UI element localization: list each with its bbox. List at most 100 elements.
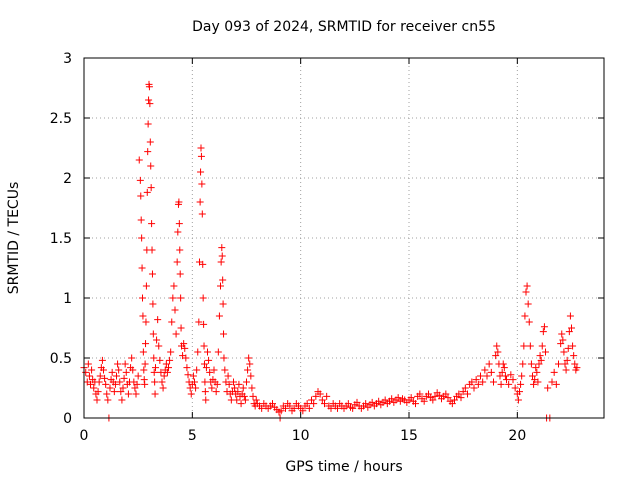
data-point [176, 270, 184, 278]
data-point [204, 348, 211, 356]
y-axis-label: SRMTID / TECUs [6, 182, 22, 295]
data-point [573, 364, 581, 372]
data-point [559, 336, 567, 344]
data-point [96, 372, 104, 380]
data-point [198, 210, 206, 218]
data-points [80, 80, 581, 422]
data-point [166, 356, 174, 364]
data-point [208, 384, 216, 392]
data-point [149, 330, 157, 338]
data-point [138, 234, 146, 242]
data-point [381, 396, 389, 404]
data-point [497, 380, 505, 388]
x-tick-label: 5 [188, 428, 197, 444]
data-point [555, 360, 562, 368]
data-point [170, 282, 178, 290]
data-point [156, 356, 164, 364]
data-point [202, 364, 210, 372]
data-point [142, 282, 150, 290]
data-point [570, 352, 578, 360]
chart-title: Day 093 of 2024, SRMTID for receiver cn5… [192, 19, 496, 35]
data-point [137, 192, 145, 200]
data-point [464, 390, 471, 398]
data-point [137, 216, 145, 224]
data-point [561, 360, 569, 368]
data-point [435, 391, 443, 399]
data-point [193, 366, 201, 374]
data-point [239, 384, 247, 392]
data-point [269, 400, 276, 408]
data-point [533, 368, 541, 376]
data-point [514, 396, 522, 404]
data-point [90, 384, 98, 392]
y-tick-label: 2.5 [50, 111, 72, 127]
data-point [148, 246, 156, 254]
data-point [429, 396, 437, 404]
data-point [509, 376, 517, 384]
data-point [457, 394, 465, 402]
data-point [234, 388, 242, 396]
data-point [472, 376, 480, 384]
data-point [182, 354, 190, 362]
data-point [167, 348, 175, 356]
data-point [249, 392, 257, 400]
data-point [499, 360, 507, 368]
data-point [243, 378, 250, 386]
data-point [110, 388, 118, 396]
data-point [139, 312, 147, 320]
data-point [258, 404, 266, 412]
data-point [282, 404, 289, 412]
data-point [290, 404, 298, 412]
data-point [197, 144, 205, 152]
data-point [141, 380, 149, 388]
data-point [412, 400, 419, 408]
data-point [117, 388, 125, 396]
data-point [548, 378, 556, 386]
data-point [368, 398, 376, 406]
data-point [220, 330, 228, 338]
data-point [176, 246, 184, 254]
data-point [111, 380, 119, 388]
data-point [526, 342, 534, 350]
data-point [237, 400, 245, 408]
data-point [530, 380, 538, 388]
data-point [181, 344, 189, 352]
data-point [353, 398, 361, 406]
data-point [219, 300, 227, 308]
data-point [248, 384, 256, 392]
data-point [150, 354, 158, 362]
data-point [550, 368, 558, 376]
data-point [162, 360, 170, 368]
data-point [102, 380, 110, 388]
y-tick-label: 1.5 [50, 231, 72, 247]
data-point [544, 384, 552, 392]
data-point [448, 400, 456, 408]
data-point [155, 342, 163, 350]
data-point [116, 378, 124, 386]
data-point [82, 368, 90, 376]
data-point [163, 368, 171, 376]
data-point [525, 318, 533, 326]
data-point [118, 396, 126, 404]
x-axis-label: GPS time / hours [285, 459, 402, 475]
data-point [524, 300, 532, 308]
data-point [334, 404, 341, 412]
data-point [159, 384, 167, 392]
data-point [199, 260, 207, 268]
data-point [308, 396, 315, 404]
data-point [571, 360, 579, 368]
data-point [468, 378, 476, 386]
data-point [128, 354, 136, 362]
data-point [245, 354, 253, 362]
data-point [483, 372, 491, 380]
data-point [540, 323, 548, 331]
data-point [235, 380, 243, 388]
data-point [88, 366, 96, 374]
data-point [539, 328, 547, 336]
data-point [213, 380, 221, 388]
data-point [187, 390, 195, 398]
data-point [459, 388, 467, 396]
data-point [114, 360, 122, 368]
data-point [136, 176, 144, 184]
data-point [184, 371, 192, 379]
